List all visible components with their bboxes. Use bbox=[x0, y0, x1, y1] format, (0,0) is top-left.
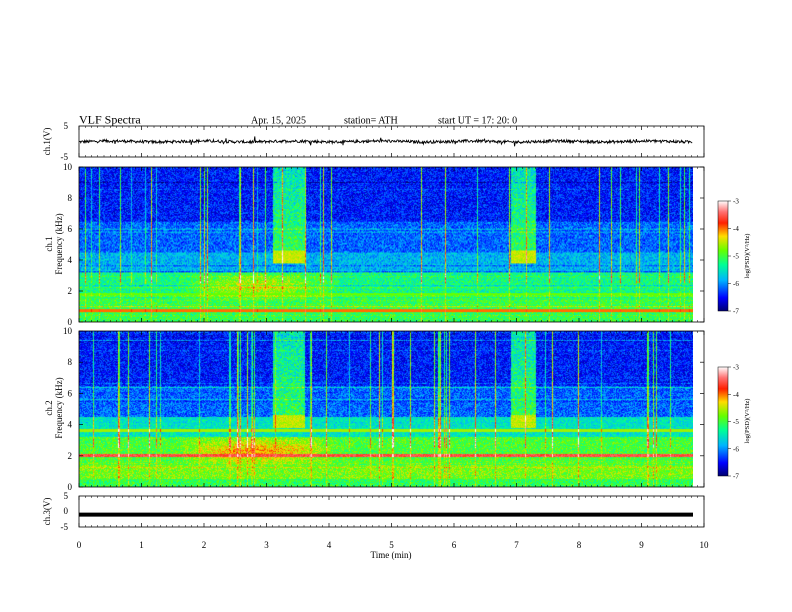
ch1-spectrogram-ylabel-frequency: Frequency (kHz) bbox=[54, 213, 64, 274]
ch1-colorbar-gradient bbox=[717, 200, 729, 312]
time-tick-label: 0 bbox=[77, 540, 82, 550]
frequency-tick-label: 10 bbox=[63, 326, 73, 336]
frequency-tick-label: 10 bbox=[63, 162, 73, 172]
colorbar-tick-label: -7 bbox=[733, 308, 739, 316]
frequency-tick-label: 4 bbox=[68, 255, 73, 265]
frequency-tick-label: 8 bbox=[68, 193, 73, 203]
date-label: Apr. 15, 2025 bbox=[251, 116, 306, 127]
time-tick-label: 10 bbox=[700, 540, 710, 550]
ch2-colorbar: -3 -4 -5 -6 -7 log(PSD)(V²/Hz) bbox=[717, 364, 751, 481]
colorbar-tick-label: -6 bbox=[733, 280, 739, 288]
frequency-tick-label: 6 bbox=[68, 388, 73, 398]
colorbar-tick-label: -4 bbox=[733, 225, 739, 233]
ch3-ytick-top: 5 bbox=[64, 491, 69, 501]
ch1-colorbar-label: log(PSD)(V²/Hz) bbox=[744, 234, 751, 279]
ch2-colorbar-label: log(PSD)(V²/Hz) bbox=[744, 399, 751, 444]
ch2-spectrogram-image bbox=[79, 331, 693, 487]
time-tick-label: 6 bbox=[452, 540, 457, 550]
start-ut-label: start UT = 17: 20: 0 bbox=[438, 116, 517, 127]
ch3-ytick-mid: 0 bbox=[64, 506, 69, 516]
colorbar-tick-label: -7 bbox=[733, 473, 739, 481]
time-tick-label: 7 bbox=[514, 540, 519, 550]
colorbar-tick-label: -5 bbox=[733, 418, 739, 426]
time-tick-label: 8 bbox=[577, 540, 582, 550]
ch1-ytick-bottom: -5 bbox=[61, 152, 69, 162]
ch3-waveform-frame bbox=[78, 495, 705, 528]
colorbar-tick-label: -6 bbox=[733, 445, 739, 453]
ch2-colorbar-gradient bbox=[717, 366, 729, 477]
ch1-spectrogram-panel: 0 2 4 6 8 10 ch.1 Frequency (kHz) bbox=[44, 162, 705, 327]
figure-title: VLF Spectra bbox=[79, 113, 141, 127]
frequency-tick-label: 8 bbox=[68, 357, 73, 367]
colorbar-tick-label: -5 bbox=[733, 253, 739, 261]
ch1-waveform-ylabel: ch.1(V) bbox=[42, 128, 52, 156]
ch2-spectrogram-panel: 0 2 4 6 8 10 ch.2 Frequency (kHz) bbox=[44, 326, 705, 492]
ch1-ytick-top: 5 bbox=[64, 121, 69, 131]
ch1-spectrogram-image bbox=[79, 167, 693, 322]
ch1-waveform-trace bbox=[79, 136, 693, 147]
ch3-waveform-ylabel: ch.3(V) bbox=[42, 498, 52, 526]
ch3-ytick-bottom: -5 bbox=[61, 522, 69, 532]
frequency-tick-label: 0 bbox=[68, 482, 73, 492]
colorbar-tick-label: -4 bbox=[733, 391, 739, 399]
time-tick-label: 1 bbox=[139, 540, 144, 550]
time-tick-label: 4 bbox=[327, 540, 332, 550]
time-tick-label: 2 bbox=[202, 540, 207, 550]
colorbar-tick-label: -3 bbox=[733, 198, 739, 206]
frequency-tick-label: 0 bbox=[68, 317, 73, 327]
frequency-tick-label: 6 bbox=[68, 224, 73, 234]
time-tick-label: 9 bbox=[639, 540, 644, 550]
time-tick-label: 3 bbox=[264, 540, 269, 550]
station-label: station= ATH bbox=[344, 116, 398, 127]
time-axis: 0 1 2 3 4 5 6 7 8 9 10 bbox=[77, 126, 709, 550]
ch2-spectrogram-ylabel-channel: ch.2 bbox=[44, 400, 54, 415]
frequency-tick-label: 2 bbox=[68, 451, 73, 461]
frequency-tick-label: 2 bbox=[68, 286, 73, 296]
ch1-spectrogram-ylabel-channel: ch.1 bbox=[44, 236, 54, 251]
ch1-colorbar: -3 -4 -5 -6 -7 log(PSD)(V²/Hz) bbox=[717, 198, 751, 316]
time-tick-label: 5 bbox=[389, 540, 394, 550]
frequency-tick-label: 4 bbox=[68, 420, 73, 430]
ch2-spectrogram-ylabel-frequency: Frequency (kHz) bbox=[54, 377, 64, 438]
colorbar-tick-label: -3 bbox=[733, 364, 739, 372]
time-axis-label: Time (min) bbox=[371, 550, 412, 560]
